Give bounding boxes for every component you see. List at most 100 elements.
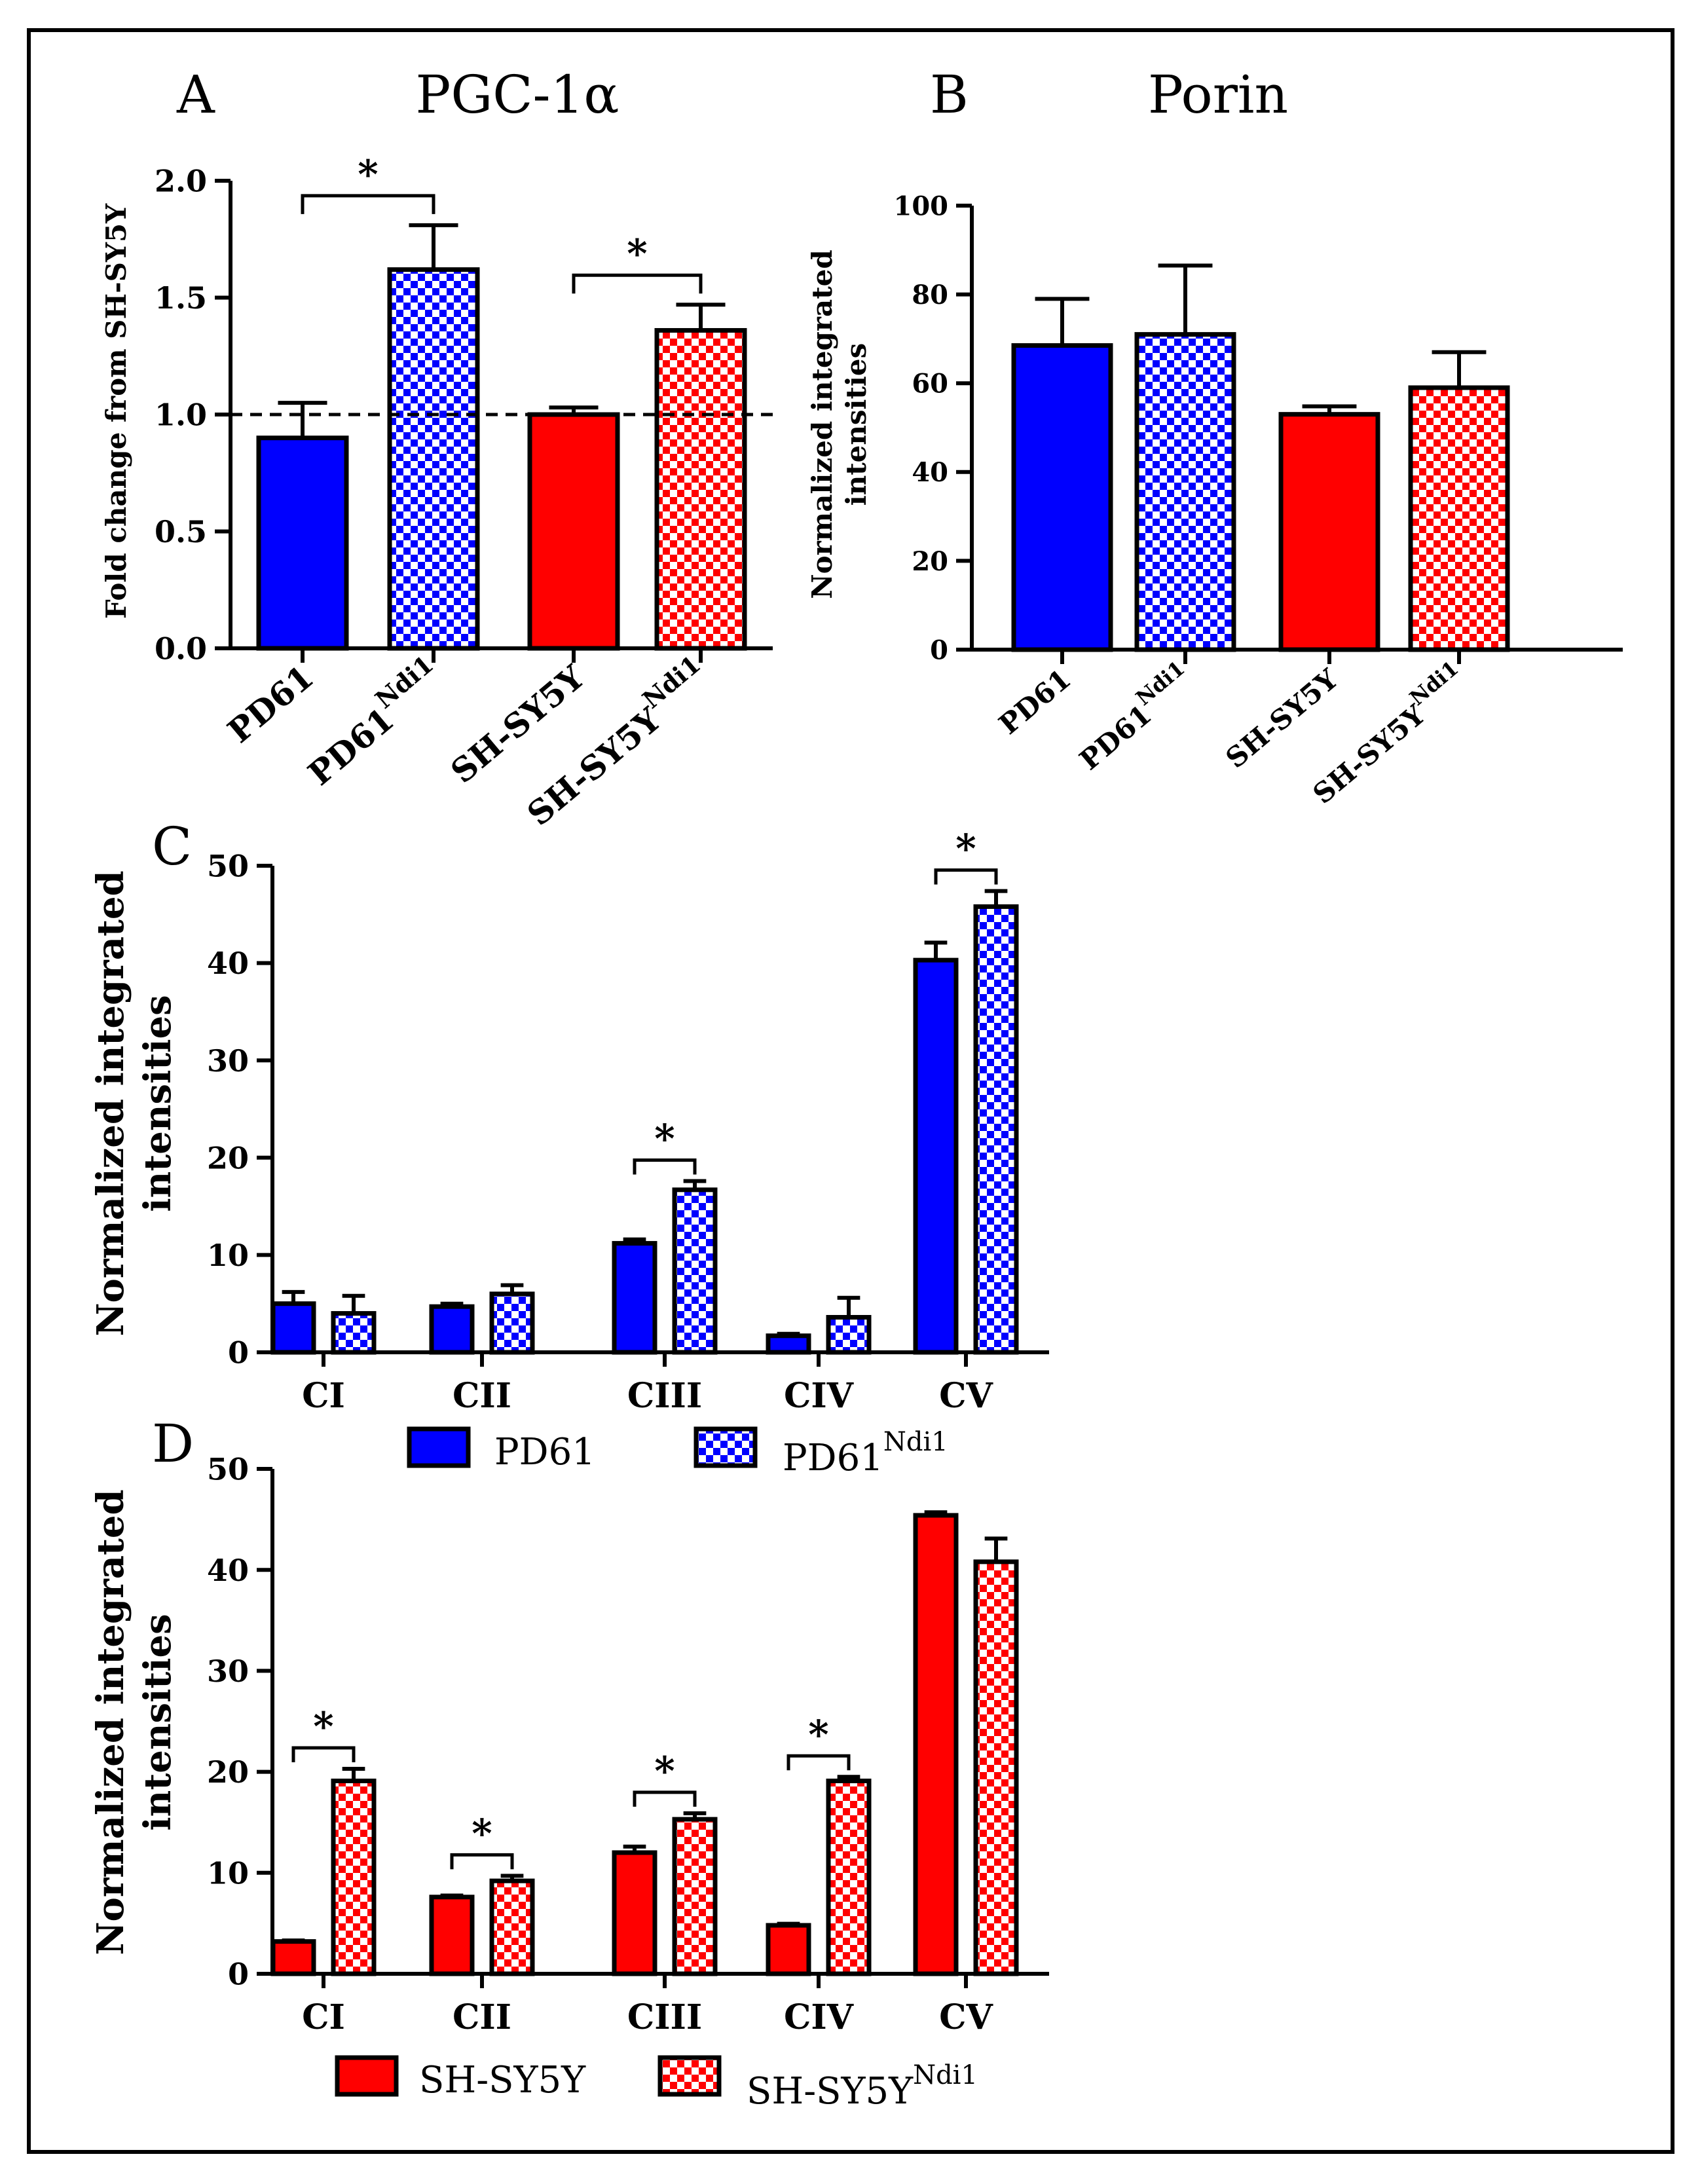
panel-a-significance-bracket bbox=[301, 194, 435, 214]
panel-d-ylabel: Normalized integrated intensities bbox=[89, 1489, 179, 1955]
panel-b-title: Porin bbox=[1148, 64, 1288, 125]
panel-d-significance-star: * bbox=[654, 1749, 675, 1794]
panel-b-ytick-label: 20 bbox=[912, 546, 948, 577]
panel-b-bar bbox=[1011, 343, 1113, 652]
legend-c-label-pd61-ndi1: PD61Ndi1 bbox=[783, 1427, 948, 1479]
legend-c-label-pd61: PD61 bbox=[494, 1431, 595, 1473]
panel-c-bar bbox=[672, 1187, 718, 1355]
panel-c-bar bbox=[826, 1315, 872, 1355]
panel-c-category-label: CI bbox=[302, 1376, 345, 1416]
panel-d-ytick-label: 40 bbox=[207, 1553, 249, 1588]
panel-a-ytick-label: 0.0 bbox=[155, 631, 207, 667]
panel-c-bar bbox=[766, 1333, 811, 1355]
panel-d-significance-bracket bbox=[633, 1790, 697, 1807]
panel-d-ylabel-line1: Normalized integrated bbox=[89, 1489, 132, 1955]
panel-c-bar bbox=[429, 1304, 475, 1355]
legend-d-label-shsy5y-ndi1: SH-SY5YNdi1 bbox=[747, 2060, 978, 2113]
panel-d-bar bbox=[270, 1939, 316, 1976]
panel-c-bar bbox=[913, 957, 959, 1355]
panel-label-d: D bbox=[152, 1413, 194, 1474]
panel-d-category-label: CIV bbox=[784, 1997, 855, 2037]
panel-b-ytick-label: 40 bbox=[912, 457, 948, 488]
panel-b-ytick-label: 80 bbox=[912, 280, 948, 310]
panel-b-ylabel-line2: intensities bbox=[840, 343, 872, 506]
panel-d-ytick-label: 50 bbox=[207, 1452, 249, 1487]
panel-d-ytick-label: 0 bbox=[228, 1957, 249, 1992]
panel-b-bar bbox=[1134, 332, 1236, 652]
panel-d-bar bbox=[612, 1850, 657, 1976]
panel-b-ytick-label: 0 bbox=[930, 635, 948, 665]
panel-a-bar bbox=[654, 327, 747, 651]
panel-b-ylabel-line1: Normalized integrated bbox=[806, 250, 838, 599]
legend-c: PD61 PD61Ndi1 bbox=[407, 1426, 948, 1479]
panel-a-bar bbox=[256, 435, 349, 651]
panel-d-bar bbox=[973, 1559, 1019, 1976]
panel-a-ytick-label: 1.0 bbox=[155, 398, 207, 433]
legend-d-label-shsy5y: SH-SY5Y bbox=[419, 2059, 586, 2101]
legend-c-swatch-pd61-ndi1 bbox=[694, 1426, 758, 1468]
panel-c-bar bbox=[270, 1301, 316, 1355]
legend-d-swatch-shsy5y-ndi1 bbox=[657, 2055, 722, 2097]
panel-b-category-label: PD61Ndi1 bbox=[1068, 656, 1200, 776]
panel-a-ylabel: Fold change from SH-SY5Y bbox=[100, 203, 132, 619]
panel-c-ytick-label: 50 bbox=[207, 849, 249, 884]
panel-d-bar bbox=[429, 1895, 475, 1976]
panel-d-bar bbox=[826, 1778, 872, 1976]
panel-c-significance-star: * bbox=[955, 826, 976, 872]
panel-d-category-label: CIII bbox=[627, 1997, 702, 2037]
panel-d-bar bbox=[489, 1878, 535, 1976]
panel-c-ytick-label: 0 bbox=[228, 1335, 249, 1371]
legend-d: SH-SY5Y SH-SY5YNdi1 bbox=[335, 2055, 978, 2113]
panel-d-bar bbox=[331, 1778, 377, 1976]
panel-c-category-label: CIV bbox=[784, 1376, 855, 1416]
panel-c-bar bbox=[489, 1291, 535, 1355]
panel-a-title: PGC-1α bbox=[416, 64, 620, 125]
panel-a-category-label: PD61 bbox=[220, 657, 320, 750]
panel-d-category-label: CV bbox=[939, 1997, 993, 2037]
panel-b-ylabel: Normalized integrated intensities bbox=[806, 250, 872, 599]
panel-b-ytick-label: 60 bbox=[912, 369, 948, 399]
panel-d-ytick-label: 20 bbox=[207, 1754, 249, 1790]
legend-d-swatch-shsy5y bbox=[335, 2055, 399, 2097]
panel-a-significance-star: * bbox=[358, 152, 378, 198]
panel-d-bar bbox=[766, 1923, 811, 1976]
panel-c-ytick-label: 30 bbox=[207, 1043, 249, 1079]
panel-d-ytick-label: 30 bbox=[207, 1654, 249, 1689]
panel-a-ytick-label: 0.5 bbox=[155, 514, 207, 549]
panel-c-ylabel-line2: intensities bbox=[136, 995, 179, 1212]
panel-c-significance-bracket bbox=[633, 1158, 697, 1175]
panel-b-bar bbox=[1408, 385, 1510, 652]
panel-c-ytick-label: 40 bbox=[207, 946, 249, 981]
figure-border bbox=[27, 28, 1674, 2154]
panel-a-ytick-label: 2.0 bbox=[155, 164, 207, 199]
panel-b-ytick-label: 100 bbox=[894, 191, 949, 221]
panel-b-category-label: PD61 bbox=[993, 663, 1077, 741]
panel-a-significance-bracket bbox=[572, 273, 703, 294]
panel-c-significance-star: * bbox=[654, 1116, 675, 1162]
panel-a-category-label: PD61Ndi1 bbox=[294, 650, 451, 793]
panel-d-significance-star: * bbox=[808, 1712, 828, 1758]
panel-c-bar bbox=[973, 904, 1019, 1355]
panel-d-significance-bracket bbox=[291, 1746, 356, 1762]
panel-a-ytick-label: 1.5 bbox=[155, 280, 207, 316]
panel-a-bar bbox=[387, 267, 480, 651]
panel-b-bar bbox=[1278, 412, 1380, 652]
panel-c-category-label: CIII bbox=[627, 1376, 702, 1416]
panel-d-bar bbox=[672, 1817, 718, 1976]
panel-d-significance-star: * bbox=[313, 1704, 333, 1750]
panel-c-category-label: CII bbox=[453, 1376, 511, 1416]
panel-c-category-label: CV bbox=[939, 1376, 993, 1416]
panel-d-ytick-label: 10 bbox=[207, 1855, 249, 1891]
panel-label-c: C bbox=[152, 816, 192, 877]
panel-c-ylabel-line1: Normalized integrated bbox=[89, 870, 132, 1336]
panel-d-significance-bracket bbox=[450, 1853, 514, 1870]
panel-label-a: A bbox=[176, 64, 215, 125]
panel-d-category-label: CII bbox=[453, 1997, 511, 2037]
legend-c-swatch-pd61 bbox=[407, 1426, 471, 1468]
panel-c-ytick-label: 20 bbox=[207, 1140, 249, 1175]
panel-label-b: B bbox=[930, 64, 969, 125]
panel-d-category-label: CI bbox=[302, 1997, 345, 2037]
panel-d-ylabel-line2: intensities bbox=[136, 1614, 179, 1830]
panel-c-ytick-label: 10 bbox=[207, 1238, 249, 1273]
